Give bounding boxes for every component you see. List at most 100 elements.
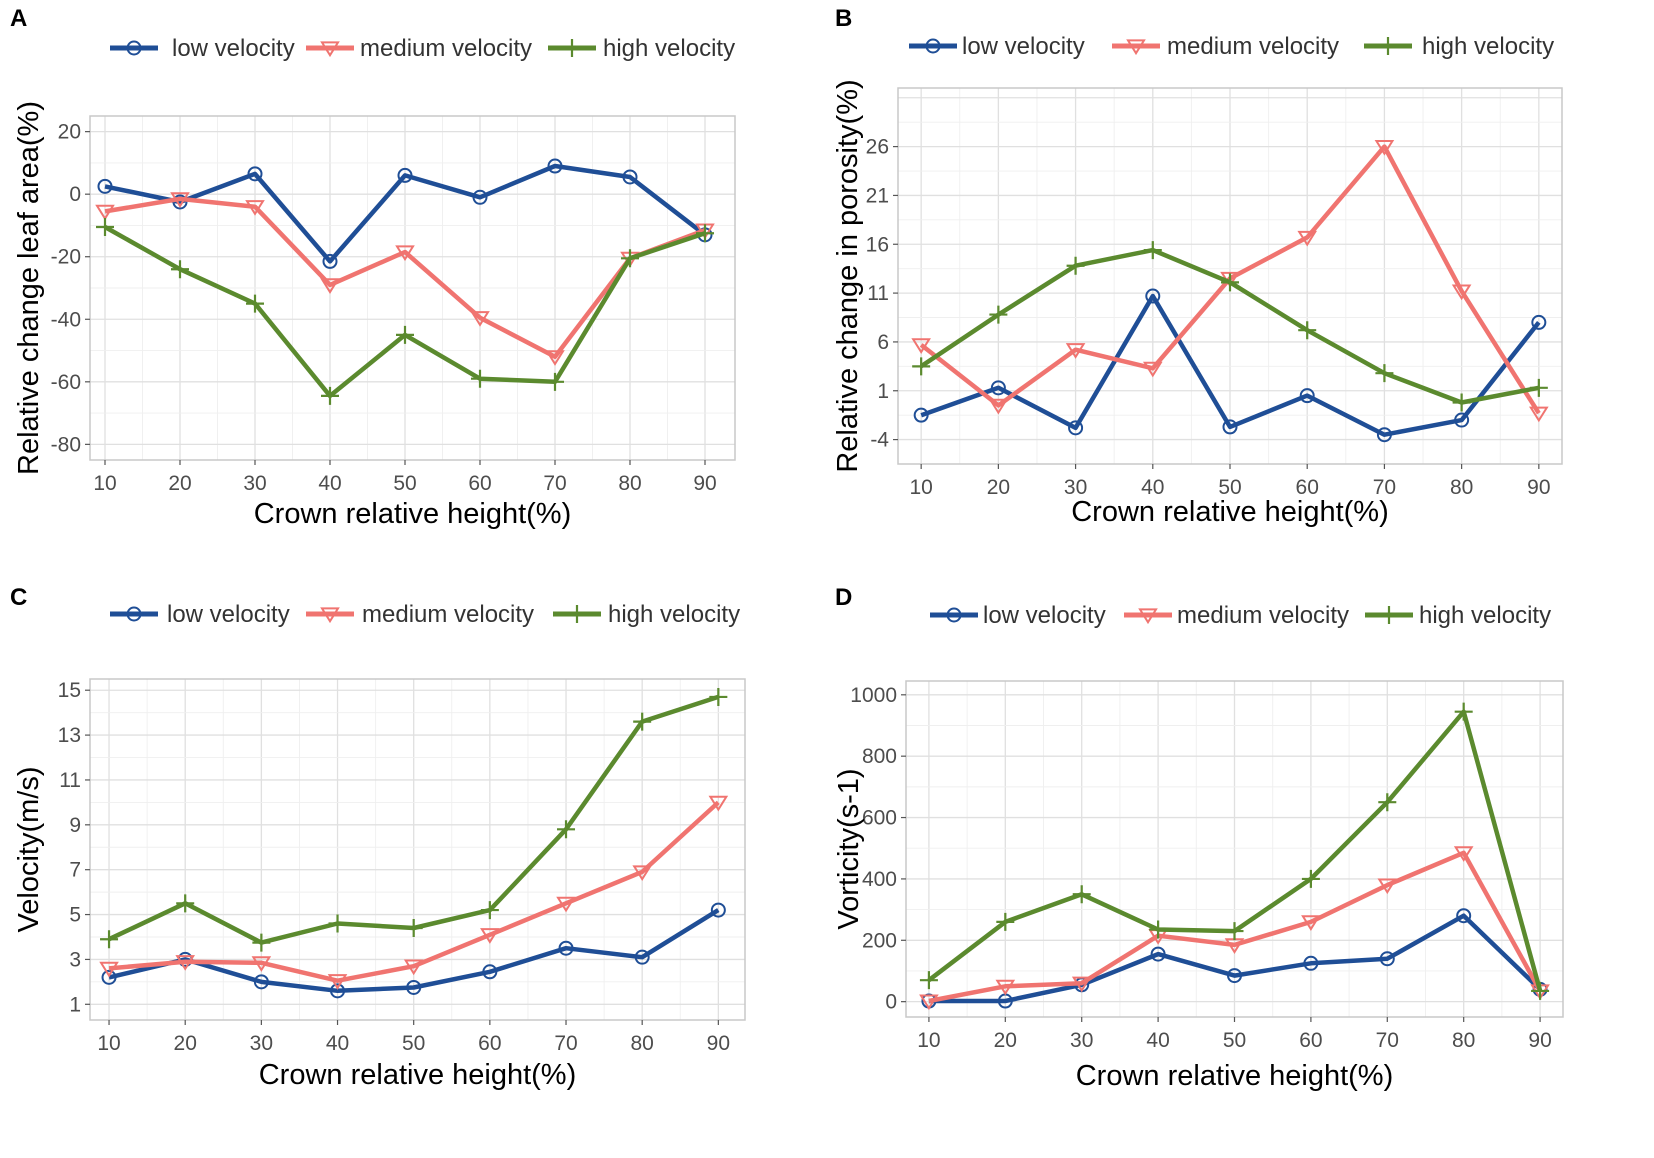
data-point-high [176,894,195,913]
y-tick-label: 7 [69,859,81,882]
y-axis-title: Relative change leaf area(%) [13,101,45,475]
series-high [96,218,714,405]
y-axis-title: Vorticity(s-1) [833,768,865,929]
legend-swatch-medium [306,607,354,624]
legend-marker-medium [1126,39,1146,56]
data-point-low [472,189,488,205]
x-axis-title: Crown relative height(%) [1071,496,1389,528]
x-tick-label: 60 [468,472,491,495]
legend-label-medium: medium velocity [1177,602,1349,629]
x-tick-label: 70 [543,472,566,495]
data-point-high [396,325,414,344]
panel-label: B [835,5,852,32]
data-point-medium [395,245,415,262]
data-point-high [1143,241,1162,260]
y-tick-label: -60 [51,371,81,394]
legend-label-low: low velocity [962,33,1085,60]
data-point-high [1301,869,1320,888]
data-point-low [1376,427,1392,443]
data-point-low [253,974,269,990]
data-point-low [1454,412,1470,428]
data-point-high [321,386,339,405]
y-tick-label: 11 [867,282,889,305]
data-point-medium [1142,361,1163,378]
legend-marker-high [563,39,581,57]
series-line-medium [108,800,720,983]
series-line-low [920,293,1541,437]
series-line-low [104,163,707,264]
legend-marker-medium [320,607,340,624]
x-tick-label: 80 [618,472,641,495]
data-point-high [404,919,423,938]
data-point-high [919,971,938,990]
data-point-medium [1451,284,1472,301]
data-point-medium [99,961,119,978]
legend-swatch-medium [306,41,354,58]
panel-label: A [10,5,27,32]
data-point-high [96,218,114,237]
y-tick-label: 0 [69,183,81,206]
data-point-high [1529,378,1548,397]
y-tick-label: 5 [69,904,81,927]
data-point-medium [1065,343,1086,359]
legend-label-medium: medium velocity [362,601,534,628]
x-tick-label: 10 [909,476,932,499]
plot-border [89,678,746,1021]
legend-label-medium: medium velocity [360,35,532,62]
data-point-high [252,933,271,952]
legend-marker-medium [1138,608,1158,625]
data-point-low [482,964,498,980]
data-point-high [246,294,264,313]
legend-label-high: high velocity [603,35,735,62]
panel-label: D [835,584,852,611]
data-point-medium [988,398,1009,415]
data-point-medium [170,192,190,208]
series-line-medium [104,196,706,360]
x-tick-label: 80 [631,1032,654,1055]
y-tick-label: 6 [877,331,889,354]
x-tick-label: 10 [93,472,116,495]
plot-border [89,115,736,461]
legend-marker-medium [320,41,340,58]
legend-label-high: high velocity [608,601,740,628]
legend-swatch-high [548,39,596,57]
data-point-high [1072,885,1091,904]
data-point-medium [1297,230,1318,247]
panel-label: C [10,584,27,611]
data-point-medium [245,200,265,216]
data-point-high [1452,393,1471,412]
data-point-high [546,372,564,391]
legend-swatch-high [553,605,601,623]
y-tick-label: 0 [885,991,897,1014]
x-tick-label: 70 [1373,476,1396,499]
y-tick-label: -20 [51,246,81,269]
series-high [912,241,1548,412]
y-tick-label: 9 [69,814,81,837]
data-point-low [101,969,117,985]
data-point-low [406,979,422,995]
x-tick-label: 90 [707,1032,730,1055]
data-point-high [480,901,499,920]
data-point-low [1379,951,1395,967]
data-point-medium [470,311,490,327]
x-tick-label: 50 [393,472,416,495]
data-point-high [696,224,714,243]
data-point-low [397,167,413,183]
data-point-medium [708,795,729,812]
data-point-medium [1374,139,1395,156]
data-point-low [247,166,263,182]
legend-label-low: low velocity [167,601,290,628]
y-tick-label: -4 [870,429,889,452]
x-tick-label: 30 [250,1032,273,1055]
legend-marker-low [946,607,962,623]
x-tick-label: 50 [402,1032,425,1055]
x-axis-title: Crown relative height(%) [254,498,572,530]
data-point-low [330,983,346,999]
data-point-medium [175,955,196,971]
y-tick-label: 13 [58,724,81,747]
legend-swatch-low [110,606,158,622]
legend-swatch-low [909,38,957,54]
